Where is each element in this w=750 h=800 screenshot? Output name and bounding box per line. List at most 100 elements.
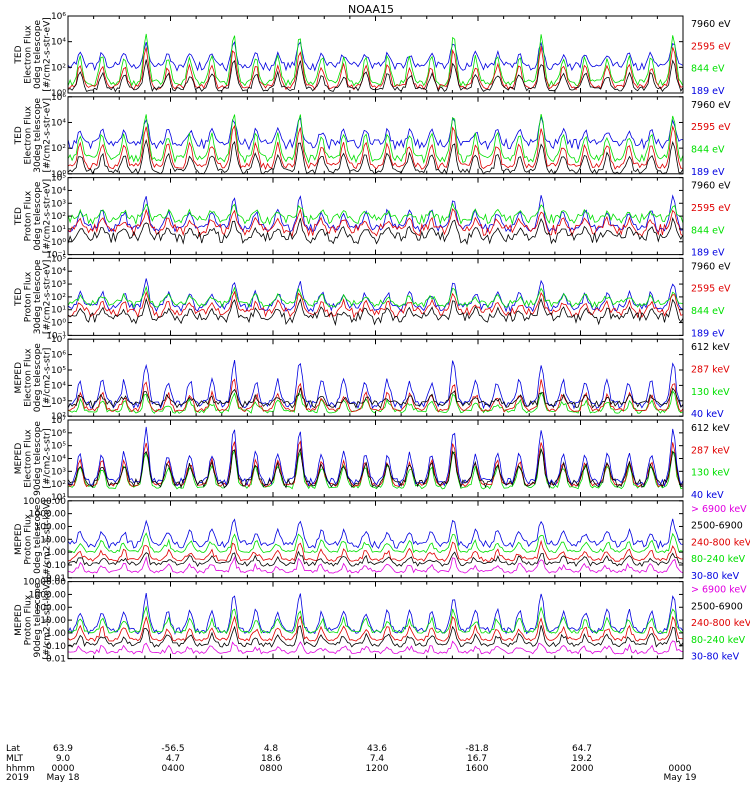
x-axis-value: 0000 xyxy=(669,764,692,774)
legend-entry: 189 eV xyxy=(691,328,725,339)
series-line-red xyxy=(68,539,684,562)
legend-entry: 7960 eV xyxy=(691,19,731,30)
legend-entry: 80-240 keV xyxy=(691,635,746,646)
y-axis-label-line: 30deg telescope xyxy=(33,97,43,172)
y-axis-label-line: 0deg telescope xyxy=(33,504,43,574)
legend-entry: 240-800 keV xyxy=(691,618,750,629)
x-axis-value: 0000 xyxy=(52,764,75,774)
y-axis-label-line: TED xyxy=(14,288,24,307)
series-line-black xyxy=(67,138,684,175)
y-axis-label-line: Proton Flux xyxy=(24,190,34,241)
y-axis-label-line: 0deg telescope xyxy=(33,20,43,90)
y-tick-label: 0.10 xyxy=(46,642,66,652)
y-tick-label: 10⁰ xyxy=(51,238,66,248)
panel-frame xyxy=(67,177,684,256)
y-tick-label: 10⁶ xyxy=(51,12,66,22)
series-line-black xyxy=(67,550,684,568)
series-line-blue xyxy=(67,426,684,487)
x-axis-value: 18.6 xyxy=(261,754,281,764)
y-axis-label-line: [#/cm2-s-str] xyxy=(43,428,53,488)
y-axis-label-line: TED xyxy=(14,207,24,226)
y-axis-label-line: Electron Flux xyxy=(24,429,34,488)
x-axis-value: May 19 xyxy=(664,773,697,783)
legend-entry: 30-80 keV xyxy=(691,571,740,582)
y-axis-label-line: 90deg telescope xyxy=(33,582,43,657)
y-tick-label: 10⁰ xyxy=(51,170,66,180)
series-line-blue xyxy=(67,40,684,72)
y-axis-label: TEDProton Flux0deg telescope[#/cm2-s-str… xyxy=(14,179,53,254)
y-tick-label: 10⁵ xyxy=(51,254,66,264)
y-axis-label-line: Electron Flux xyxy=(24,25,34,84)
y-tick-label: 0.10 xyxy=(46,561,66,571)
y-axis-label-line: [#/cm2-s-str-keV] xyxy=(43,500,53,579)
series-line-red xyxy=(67,615,684,642)
y-axis-label-line: Electron Flux xyxy=(24,105,34,164)
x-axis-value: May 18 xyxy=(47,773,80,783)
series-line-magenta xyxy=(67,640,684,655)
x-axis-value: -81.8 xyxy=(465,744,489,754)
y-axis-label-line: Proton Flux xyxy=(24,594,34,645)
y-tick-label: 10⁴ xyxy=(51,118,66,128)
x-axis-value: 4.7 xyxy=(166,754,180,764)
series-line-red xyxy=(67,440,684,488)
y-tick-label: 10¹ xyxy=(51,306,66,316)
y-axis-label-line: 0deg telescope xyxy=(33,181,43,251)
series-line-blue xyxy=(67,593,684,635)
y-tick-label: 1.00 xyxy=(46,629,66,639)
y-tick-label: 100.00 xyxy=(35,603,67,613)
legend-entry: 30-80 keV xyxy=(691,652,740,663)
y-axis-label: MEPEDElectron Flux0deg telescope[#/cm2-s… xyxy=(14,343,53,413)
y-tick-label: 10² xyxy=(51,412,66,422)
y-tick-label: 10¹ xyxy=(51,225,66,235)
legend-entry: 40 keV xyxy=(691,409,724,420)
legend-entry: 130 keV xyxy=(691,387,730,398)
y-axis-label: MEPEDProton Flux90deg telescope[#/cm2-s-… xyxy=(14,580,53,659)
legend-entry: 7960 eV xyxy=(691,181,731,192)
y-tick-label: 10.00 xyxy=(40,616,66,626)
y-tick-label: 10⁴ xyxy=(51,381,66,391)
x-axis-value: 64.7 xyxy=(572,744,592,754)
legend-entry: 2500-6900 xyxy=(691,521,743,532)
y-tick-label: 1.00 xyxy=(46,548,66,558)
y-tick-label: 0.01 xyxy=(46,655,66,665)
legend-entry: 287 keV xyxy=(691,445,730,456)
x-axis-value: 0400 xyxy=(162,764,185,774)
series-line-green xyxy=(67,114,684,164)
y-tick-label: 0.01 xyxy=(46,574,66,584)
series-line-green xyxy=(67,605,684,635)
y-tick-label: 1000.00 xyxy=(29,590,66,600)
series-line-black xyxy=(67,217,684,246)
legend-entry: 2595 eV xyxy=(691,41,731,52)
y-tick-label: 10⁻¹ xyxy=(46,331,66,341)
y-axis-label-line: [#/cm2-s-str-eV] xyxy=(43,179,53,254)
series-line-black xyxy=(67,297,684,327)
y-axis-label: MEPEDProton Flux0deg telescope[#/cm2-s-s… xyxy=(14,500,53,579)
legend-entry: 287 keV xyxy=(691,365,730,376)
panel-frame xyxy=(67,257,684,336)
series-line-black xyxy=(67,387,684,410)
x-row-label: hhmm xyxy=(6,764,35,774)
panel-7: 10000.001000.00100.0010.001.000.100.01ME… xyxy=(14,497,750,584)
series-line-magenta xyxy=(67,555,684,574)
series-line-blue xyxy=(67,360,684,410)
y-axis-label-line: 90deg telescope xyxy=(33,421,43,496)
series-line-black xyxy=(67,448,684,489)
y-axis-label-line: TED xyxy=(14,126,24,145)
y-axis-label-line: MEPED xyxy=(14,443,24,475)
y-axis-label-line: [#/cm2-s-str-eV] xyxy=(43,260,53,335)
figure-title: NOAA15 xyxy=(348,3,394,16)
legend-entry: 189 eV xyxy=(691,167,725,178)
y-tick-label: 10⁶ xyxy=(51,429,66,439)
panel-frame xyxy=(67,500,684,579)
x-row-label: MLT xyxy=(6,754,24,764)
y-axis-label-line: MEPED xyxy=(14,523,24,555)
y-axis-label-line: Electron Flux xyxy=(24,348,34,407)
legend-entry: 240-800 keV xyxy=(691,537,750,548)
y-tick-label: 10³ xyxy=(51,467,66,477)
y-axis-label: MEPEDElectron Flux90deg telescope[#/cm2-… xyxy=(14,421,53,496)
series-line-blue xyxy=(67,278,684,313)
